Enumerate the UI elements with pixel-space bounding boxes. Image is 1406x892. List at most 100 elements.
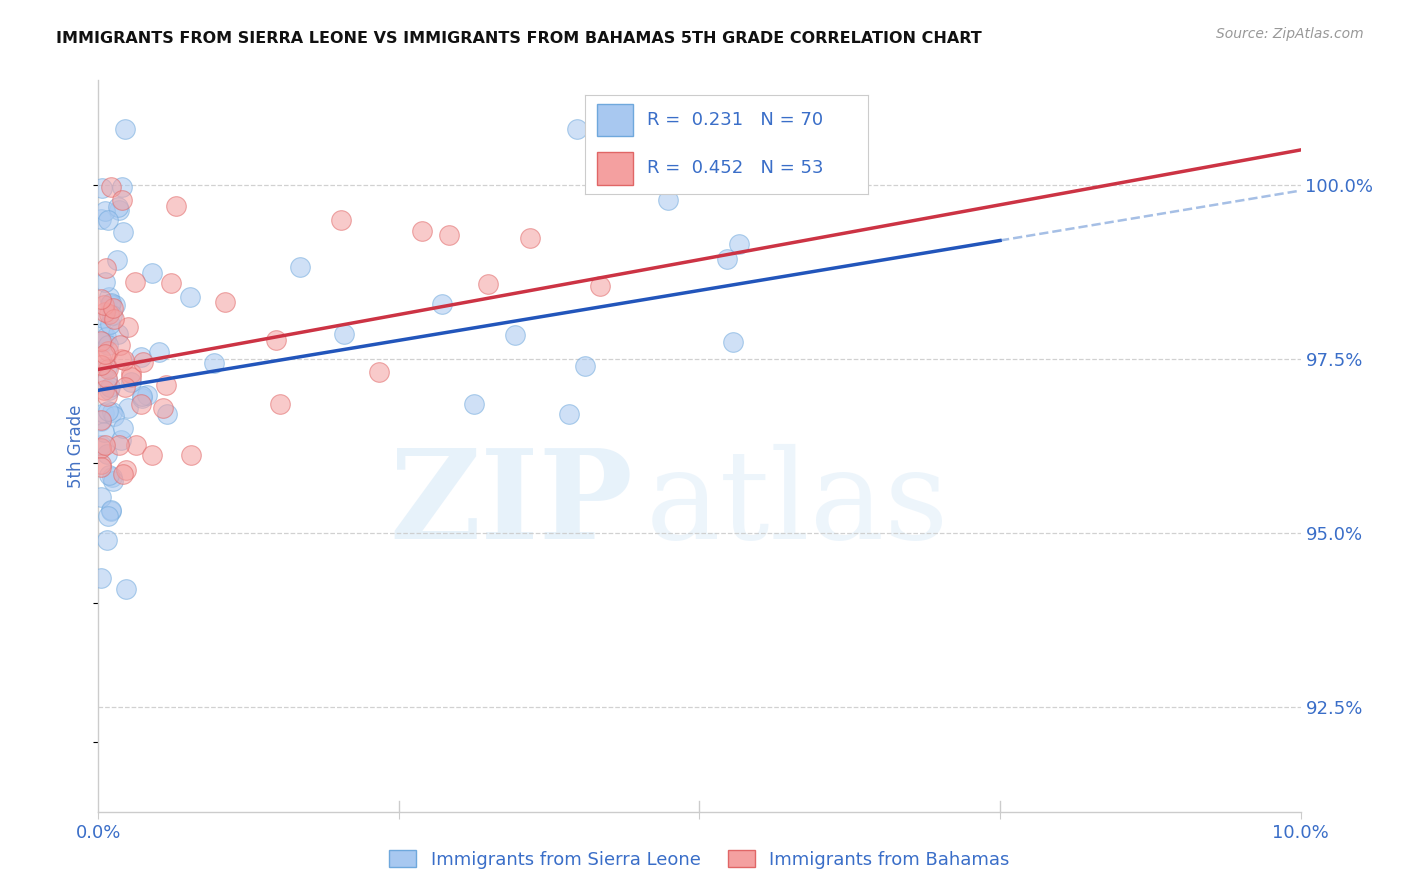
Point: [110, 351, 132, 366]
Point: [129, 397, 152, 411]
Point: [269, 397, 291, 411]
Point: [110, 180, 132, 194]
Point: [367, 365, 389, 379]
Point: [716, 252, 738, 267]
Point: [103, 409, 125, 423]
Point: [97, 338, 120, 352]
Point: [727, 236, 749, 251]
Point: [589, 279, 612, 293]
Point: [439, 227, 461, 242]
Point: [105, 252, 128, 267]
Point: [93, 204, 115, 219]
Text: ZIP: ZIP: [389, 444, 633, 565]
Point: [94, 260, 117, 275]
Point: [97, 343, 120, 358]
Point: [131, 391, 153, 405]
Text: Source: ZipAtlas.com: Source: ZipAtlas.com: [1216, 27, 1364, 41]
Point: [90, 414, 112, 428]
Point: [202, 356, 225, 370]
Point: [132, 355, 155, 369]
Point: [98, 467, 121, 482]
Point: [96, 389, 118, 403]
Point: [98, 317, 121, 331]
Text: atlas: atlas: [645, 444, 949, 565]
Point: [115, 463, 138, 477]
Point: [432, 297, 454, 311]
Point: [93, 425, 115, 439]
Point: [114, 582, 136, 596]
Point: [98, 380, 121, 394]
Point: [565, 122, 588, 136]
Point: [98, 289, 121, 303]
Point: [96, 373, 118, 387]
Point: [129, 350, 152, 364]
Point: [96, 447, 118, 461]
Point: [155, 377, 177, 392]
Point: [180, 448, 202, 462]
Point: [721, 335, 744, 350]
Point: [100, 504, 122, 518]
Point: [97, 212, 120, 227]
Point: [120, 367, 142, 381]
Point: [135, 388, 157, 402]
Text: IMMIGRANTS FROM SIERRA LEONE VS IMMIGRANTS FROM BAHAMAS 5TH GRADE CORRELATION CH: IMMIGRANTS FROM SIERRA LEONE VS IMMIGRAN…: [56, 31, 981, 46]
Point: [112, 467, 135, 482]
Point: [214, 295, 236, 310]
Point: [93, 383, 115, 397]
Point: [148, 344, 170, 359]
Point: [110, 193, 132, 207]
Point: [131, 389, 153, 403]
Point: [411, 223, 433, 237]
Y-axis label: 5th Grade: 5th Grade: [67, 404, 86, 488]
Point: [98, 297, 121, 311]
Point: [141, 266, 163, 280]
Point: [101, 470, 124, 484]
Point: [96, 330, 118, 344]
Point: [100, 180, 122, 194]
Point: [91, 311, 114, 326]
Point: [107, 200, 129, 214]
Point: [108, 338, 131, 352]
Point: [463, 397, 485, 411]
Point: [97, 403, 120, 417]
Point: [90, 292, 112, 306]
Point: [90, 438, 112, 452]
Point: [96, 533, 118, 547]
Point: [103, 312, 125, 326]
Point: [90, 490, 112, 504]
Point: [94, 305, 117, 319]
Point: [100, 502, 122, 516]
Point: [94, 347, 117, 361]
Point: [124, 275, 146, 289]
Point: [97, 361, 120, 376]
Point: [477, 277, 499, 291]
Point: [100, 308, 122, 322]
Point: [97, 307, 120, 321]
Point: [114, 122, 136, 136]
Point: [96, 371, 118, 385]
Point: [93, 438, 115, 452]
Point: [108, 203, 131, 218]
Point: [160, 276, 183, 290]
Point: [141, 448, 163, 462]
Point: [156, 407, 179, 421]
Point: [117, 320, 139, 334]
Point: [104, 298, 127, 312]
Point: [179, 290, 201, 304]
Point: [288, 260, 311, 274]
Point: [90, 351, 112, 366]
Point: [101, 404, 124, 418]
Point: [112, 225, 135, 239]
Point: [90, 457, 112, 471]
Point: [558, 407, 581, 421]
Point: [111, 421, 134, 435]
Point: [91, 326, 114, 340]
Point: [90, 212, 112, 227]
Point: [90, 459, 112, 474]
Point: [110, 434, 132, 448]
Point: [100, 296, 122, 310]
Point: [90, 413, 112, 427]
Point: [90, 441, 112, 455]
Point: [112, 353, 135, 368]
Point: [97, 509, 120, 524]
